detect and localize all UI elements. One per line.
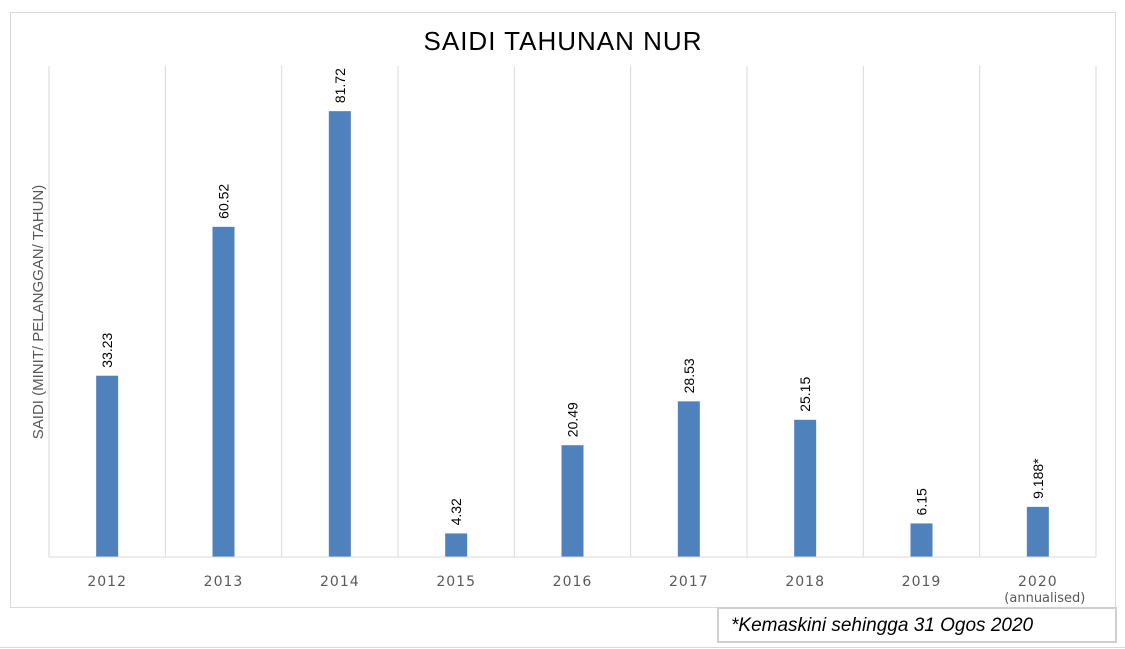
x-tick-2020: 2020 xyxy=(1018,574,1058,590)
bar-2015 xyxy=(445,533,468,557)
x-tick-2015: 2015 xyxy=(436,574,476,590)
data-label-2018: 25.15 xyxy=(797,377,813,412)
bar-2020 xyxy=(1026,506,1049,557)
bars xyxy=(96,111,1049,557)
x-tick-2017: 2017 xyxy=(669,574,709,590)
bar-2017 xyxy=(677,401,700,557)
x-axis-ticks: 2012 2013 2014 2015 2016 2017 2018 2019 2020(ann… xyxy=(87,574,1085,606)
divider xyxy=(0,647,1125,648)
bar-2019 xyxy=(910,523,933,557)
data-label-2017: 28.53 xyxy=(681,358,697,393)
x-tick-2019: 2019 xyxy=(902,574,942,590)
x-tick-2016: 2016 xyxy=(553,574,593,590)
bar-2013 xyxy=(212,226,235,557)
footnote-box: *Kemaskini sehingga 31 Ogos 2020 xyxy=(717,607,1117,643)
data-label-2014: 81.72 xyxy=(332,68,348,103)
y-axis-label: SAIDI (MINIT/ PELANGGAN/ TAHUN) xyxy=(30,185,47,439)
footnote-text: *Kemaskini sehingga 31 Ogos 2020 xyxy=(731,615,1034,636)
data-label-2015: 4.32 xyxy=(448,498,464,525)
bar-2014 xyxy=(328,111,351,557)
grid-lines xyxy=(48,66,1097,557)
data-label-2020: 9.188* xyxy=(1030,458,1046,499)
data-label-2013: 60.52 xyxy=(216,184,232,219)
x-tick-2018: 2018 xyxy=(785,574,825,590)
data-label-2012: 33.23 xyxy=(99,332,115,367)
bar-2016 xyxy=(561,445,584,557)
x-tick-2014: 2014 xyxy=(320,574,360,590)
x-tick-2013: 2013 xyxy=(204,574,244,590)
chart-frame xyxy=(10,12,1116,608)
data-label-2016: 20.49 xyxy=(565,402,581,437)
data-label-2019: 6.15 xyxy=(914,488,930,515)
x-tick-sublabel-2020: (annualised) xyxy=(1004,591,1085,606)
bar-2018 xyxy=(794,419,817,557)
x-tick-2012: 2012 xyxy=(87,574,127,590)
data-labels: 33.23 60.52 81.72 4.32 20.49 28.53 25.15 6.15 9.… xyxy=(99,68,1046,526)
bar-2012 xyxy=(96,375,119,557)
chart-title: SAIDI TAHUNAN NUR xyxy=(424,26,703,56)
